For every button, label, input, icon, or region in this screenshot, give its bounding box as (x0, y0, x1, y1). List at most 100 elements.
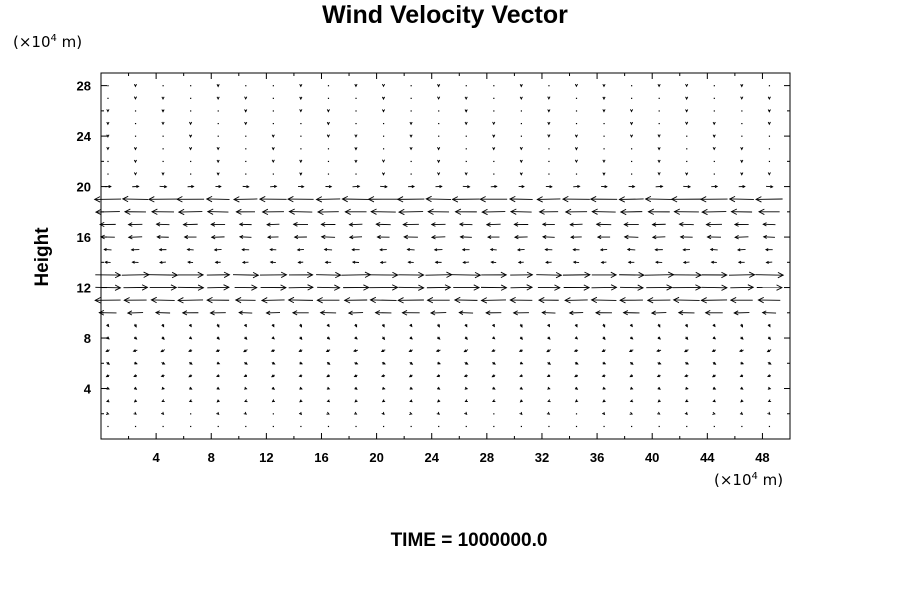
vector-dot (382, 425, 385, 428)
wind-vector (767, 96, 771, 100)
wind-vector (545, 185, 553, 189)
vector-head (298, 349, 302, 352)
wind-vector (485, 310, 502, 316)
vector-head (397, 297, 404, 304)
vector-head (619, 297, 626, 304)
vector-head (740, 84, 744, 88)
wind-vector (654, 260, 663, 264)
vector-head (767, 324, 771, 328)
vector-head (435, 349, 440, 353)
wind-vector (537, 297, 559, 304)
y-tick-label: 12 (77, 281, 91, 296)
wind-vector (409, 134, 413, 138)
wind-vector (630, 336, 634, 340)
vector-head (186, 248, 190, 252)
vector-head (351, 260, 356, 264)
vector-head (408, 349, 412, 352)
vector-head (464, 399, 468, 402)
vector-head (161, 399, 165, 403)
wind-vector (126, 310, 144, 316)
wind-vector (427, 208, 450, 215)
wind-vector (271, 386, 276, 390)
wind-vector (434, 260, 442, 264)
vector-head (271, 147, 275, 151)
vector-head (258, 196, 266, 203)
vector-head (307, 271, 314, 279)
wind-vector (712, 146, 716, 151)
vector-head (739, 349, 743, 353)
wind-vector (269, 248, 277, 252)
wind-vector (512, 310, 529, 316)
wind-vector (316, 208, 339, 216)
vector-head (320, 222, 326, 227)
vector-head (381, 96, 386, 101)
wind-vector (538, 208, 559, 215)
wind-vector (489, 248, 497, 252)
vector-head (316, 208, 324, 216)
vector-dot (382, 135, 385, 137)
vector-dot (768, 148, 771, 150)
wind-vector (369, 271, 399, 279)
wind-vector (369, 284, 399, 291)
vector-head (710, 260, 715, 264)
wind-vector (595, 221, 612, 227)
vector-head (767, 336, 771, 340)
wind-vector (591, 208, 616, 215)
wind-vector (685, 386, 689, 390)
wind-vector (186, 248, 194, 252)
vector-dot (741, 122, 743, 125)
wind-vector (701, 271, 728, 279)
wind-vector (94, 297, 121, 304)
vector-dot (190, 173, 192, 175)
wind-vector (133, 147, 137, 151)
vector-head (519, 399, 523, 403)
wind-vector (133, 386, 138, 390)
vector-head (437, 399, 441, 403)
wind-vector (519, 146, 523, 151)
wind-vector (574, 323, 578, 328)
vector-head (216, 336, 220, 340)
wind-vector (188, 374, 193, 378)
wind-vector (437, 84, 441, 88)
wind-vector (401, 310, 420, 316)
wind-vector (541, 310, 556, 315)
vector-dot (493, 160, 495, 163)
wind-vector (288, 284, 314, 291)
vector-field (93, 83, 785, 428)
vector-head (770, 185, 774, 189)
wind-vector (630, 386, 634, 390)
wind-vector (729, 297, 753, 304)
vector-head (706, 234, 712, 240)
vector-head (439, 185, 443, 189)
wind-vector (299, 386, 303, 390)
vector-shaft (679, 223, 694, 226)
vector-dot (493, 97, 495, 99)
wind-vector (93, 196, 122, 203)
vector-head (216, 324, 220, 328)
wind-vector (536, 271, 563, 279)
wind-vector (519, 323, 523, 328)
wind-vector (260, 297, 285, 304)
vector-dot (768, 425, 771, 428)
vector-head (474, 271, 482, 279)
vector-dot (300, 425, 302, 428)
vector-head (651, 222, 657, 227)
vector-head (379, 248, 383, 252)
wind-vector (519, 361, 524, 365)
wind-vector (590, 296, 617, 304)
wind-vector (426, 297, 450, 304)
vector-head (326, 386, 331, 390)
wind-vector (657, 411, 661, 415)
vector-head (685, 96, 689, 101)
vector-head (740, 324, 743, 328)
vector-head (235, 208, 242, 215)
vector-head (123, 297, 130, 304)
vector-head (602, 361, 607, 365)
vector-head (130, 248, 135, 252)
vector-head (271, 324, 275, 328)
vector-head (632, 185, 636, 189)
vector-head (437, 386, 441, 390)
x-tick-label: 28 (480, 450, 494, 465)
wind-vector (623, 234, 639, 240)
wind-vector (341, 195, 370, 203)
